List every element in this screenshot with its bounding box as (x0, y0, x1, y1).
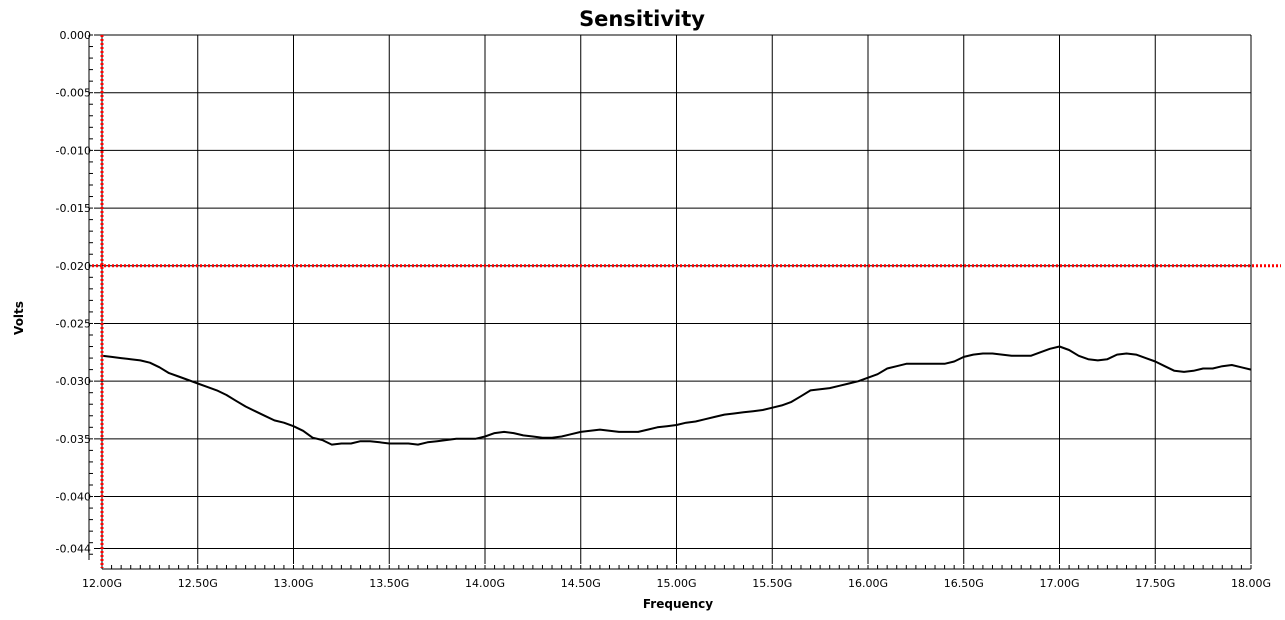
x-tick-label: 17.50G (1135, 577, 1175, 590)
y-tick-label: -0.035 (56, 433, 91, 446)
x-tick-label: 13.50G (369, 577, 409, 590)
x-axis-title: Frequency (643, 597, 713, 611)
y-axis-title: Volts (12, 301, 26, 335)
y-tick-label: -0.020 (56, 260, 91, 273)
y-tick-label: 0.000 (60, 29, 92, 42)
y-tick-label: -0.030 (56, 375, 91, 388)
x-tick-label: 14.50G (561, 577, 601, 590)
x-tick-label: 15.50G (752, 577, 792, 590)
x-tick-label: 18.00G (1231, 577, 1271, 590)
y-tick-label: -0.025 (56, 317, 91, 330)
x-tick-label: 15.00G (656, 577, 696, 590)
x-tick-label: 12.00G (82, 577, 122, 590)
y-tick-label: -0.005 (56, 87, 91, 100)
y-tick-label: -0.010 (56, 144, 91, 157)
sensitivity-line (101, 345, 1252, 446)
y-tick-label: -0.044 (56, 542, 91, 555)
x-tick-label: 13.00G (273, 577, 313, 590)
y-tick-label: -0.040 (56, 491, 91, 504)
series-layer (101, 345, 1252, 446)
chart-title: Sensitivity (579, 7, 705, 31)
axis-layer: 12.00G 12.50G 13.00G 13.50G 14.00G 14.50G 15.0… (56, 29, 1271, 590)
x-tick-label: 17.00G (1039, 577, 1079, 590)
x-tick-label: 16.50G (944, 577, 984, 590)
marker-layer (92, 35, 1281, 568)
x-tick-label: 16.00G (848, 577, 888, 590)
x-tick-label: 12.50G (178, 577, 218, 590)
y-tick-label: -0.015 (56, 202, 91, 215)
grid-layer (94, 34, 1252, 564)
x-tick-label: 14.00G (465, 577, 505, 590)
